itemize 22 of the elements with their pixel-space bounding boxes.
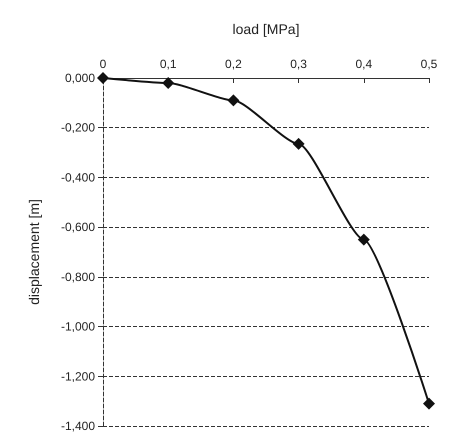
y-tick-label: -0,200 [60, 120, 96, 135]
point [97, 72, 109, 84]
x-tick-label: 0,2 [225, 57, 242, 71]
y-tick-label: -0,400 [60, 170, 96, 184]
point [292, 138, 305, 150]
x-tick-label: 0,5 [420, 57, 438, 71]
y-tick-label: -1,400 [60, 419, 96, 433]
x-tick-label: 0,1 [160, 57, 177, 71]
point [162, 76, 174, 89]
y-tick-label: -1,200 [60, 369, 96, 384]
x-tick-label: 0,4 [355, 57, 372, 71]
y-axis-title: displacement [m] [26, 199, 42, 305]
point [423, 398, 435, 410]
x-tick-label: 0,3 [290, 57, 308, 71]
y-tick-label: -1,000 [60, 320, 96, 334]
x-axis-title: load [MPa] [232, 21, 300, 37]
y-tick-label: 0,000 [64, 71, 96, 85]
x-tick-label: 0 [100, 57, 107, 71]
y-tick-label: -0,600 [60, 220, 96, 234]
point [358, 234, 370, 246]
point [227, 94, 240, 106]
y-tick-label: -0,800 [60, 270, 96, 284]
